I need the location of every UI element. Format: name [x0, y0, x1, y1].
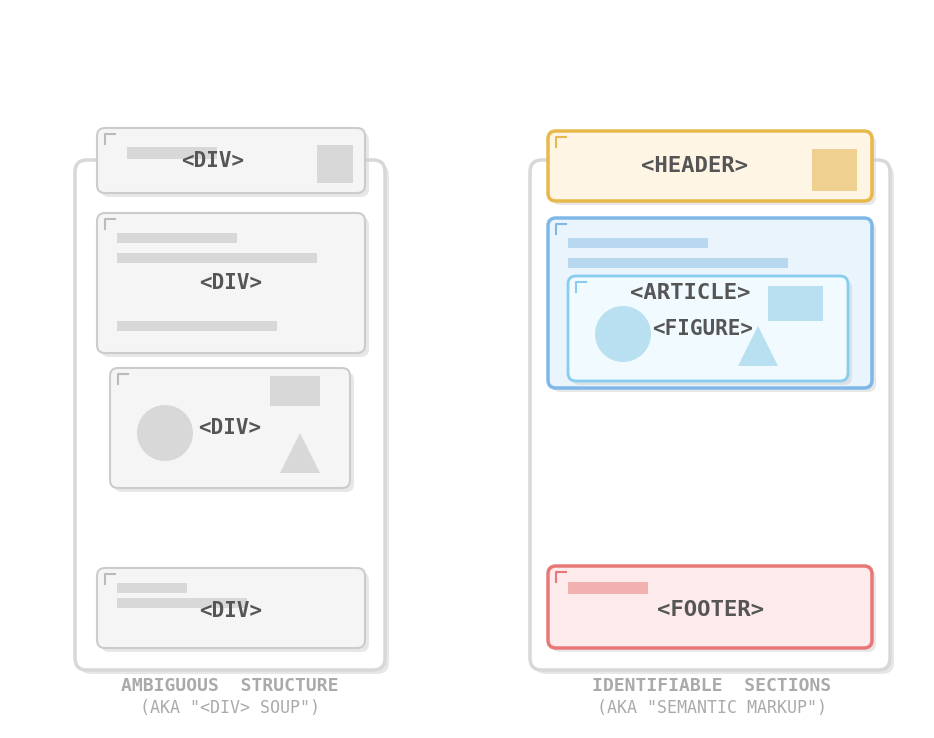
- Text: <FOOTER>: <FOOTER>: [657, 600, 763, 620]
- FancyBboxPatch shape: [97, 128, 365, 193]
- Bar: [117, 321, 277, 331]
- FancyBboxPatch shape: [97, 213, 365, 353]
- Text: <HEADER>: <HEADER>: [642, 156, 748, 176]
- FancyBboxPatch shape: [110, 368, 350, 488]
- FancyBboxPatch shape: [548, 131, 872, 201]
- Bar: [317, 145, 353, 183]
- FancyBboxPatch shape: [101, 572, 369, 652]
- Text: <DIV>: <DIV>: [200, 273, 262, 293]
- Bar: [568, 582, 648, 594]
- Text: <FIGURE>: <FIGURE>: [653, 319, 754, 339]
- Polygon shape: [280, 433, 320, 473]
- FancyBboxPatch shape: [101, 132, 369, 197]
- FancyBboxPatch shape: [114, 372, 354, 492]
- FancyBboxPatch shape: [552, 222, 876, 392]
- Bar: [117, 598, 247, 608]
- FancyBboxPatch shape: [534, 164, 894, 674]
- FancyBboxPatch shape: [530, 160, 890, 670]
- Text: AMBIGUOUS  STRUCTURE: AMBIGUOUS STRUCTURE: [121, 677, 339, 695]
- Bar: [117, 253, 317, 263]
- FancyBboxPatch shape: [101, 217, 369, 357]
- Bar: [127, 147, 217, 159]
- Text: <ARTICLE>: <ARTICLE>: [630, 283, 750, 303]
- Text: <DIV>: <DIV>: [198, 418, 262, 438]
- FancyBboxPatch shape: [75, 160, 385, 670]
- FancyBboxPatch shape: [548, 218, 872, 388]
- Text: (AKA "<DIV> SOUP"): (AKA "<DIV> SOUP"): [140, 699, 320, 717]
- Circle shape: [595, 306, 651, 362]
- Bar: [568, 238, 708, 248]
- FancyBboxPatch shape: [552, 570, 876, 652]
- Text: <DIV>: <DIV>: [181, 151, 245, 171]
- Text: IDENTIFIABLE  SECTIONS: IDENTIFIABLE SECTIONS: [592, 677, 831, 695]
- FancyBboxPatch shape: [79, 164, 389, 674]
- Text: <DIV>: <DIV>: [200, 601, 262, 621]
- Bar: [768, 286, 823, 321]
- Bar: [117, 233, 237, 243]
- FancyBboxPatch shape: [552, 135, 876, 205]
- Polygon shape: [738, 326, 778, 366]
- Bar: [270, 376, 320, 406]
- FancyBboxPatch shape: [97, 568, 365, 648]
- FancyBboxPatch shape: [548, 566, 872, 648]
- Bar: [117, 583, 187, 593]
- Circle shape: [137, 405, 193, 461]
- FancyBboxPatch shape: [572, 280, 852, 385]
- Text: (AKA "SEMANTIC MARKUP"): (AKA "SEMANTIC MARKUP"): [597, 699, 827, 717]
- FancyBboxPatch shape: [568, 276, 848, 381]
- Bar: [568, 258, 788, 268]
- Bar: [812, 149, 857, 191]
